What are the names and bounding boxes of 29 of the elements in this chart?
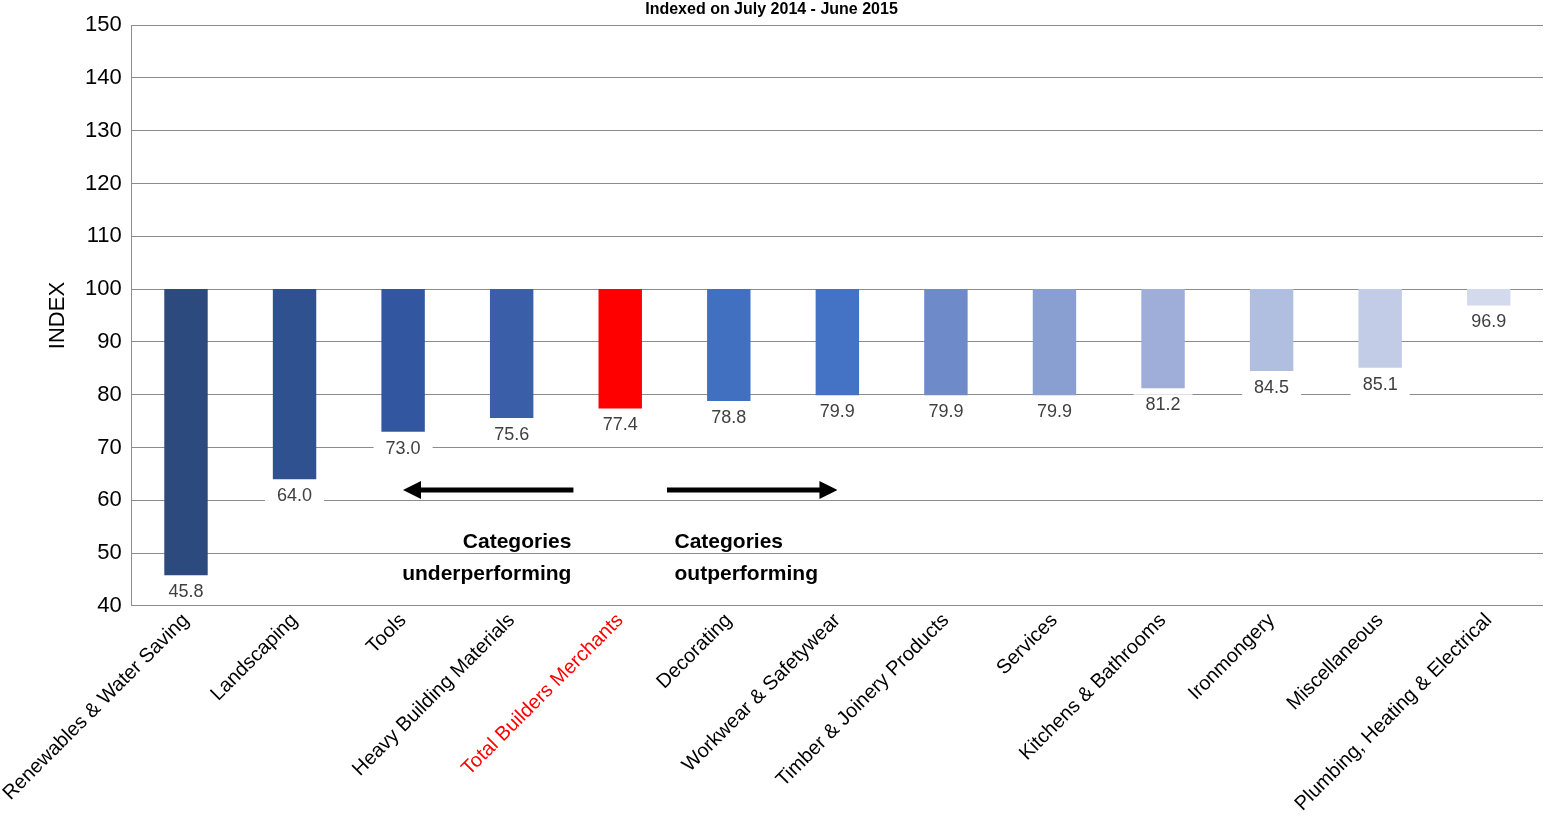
data-label: 96.9 (1471, 311, 1507, 332)
y-tick-label: 150 (84, 11, 122, 37)
data-label: 78.8 (711, 406, 747, 427)
y-tick-label: 120 (84, 169, 122, 195)
y-tick-label: 110 (86, 222, 122, 248)
data-label: 85.1 (1362, 373, 1398, 394)
data-label: 73.0 (385, 437, 421, 458)
y-tick-label: 100 (84, 275, 122, 301)
y-tick-label: 130 (84, 116, 122, 142)
data-label: 64.0 (277, 485, 313, 506)
data-label: 77.4 (602, 414, 638, 435)
annotation: Categories outperforming (674, 529, 818, 585)
annotation: Categories underperforming (402, 529, 572, 585)
data-label: 75.6 (494, 423, 530, 444)
data-label: 79.9 (1036, 401, 1072, 422)
y-axis-title: INDEX (43, 281, 69, 350)
y-tick-label: 140 (84, 64, 122, 90)
data-label: 45.8 (168, 581, 204, 602)
data-label: 79.9 (928, 401, 964, 422)
data-label: 81.2 (1145, 394, 1181, 415)
y-tick-label: 80 (97, 380, 122, 406)
y-tick-label: 90 (97, 327, 122, 353)
data-label: 79.9 (819, 401, 855, 422)
y-tick-label: 60 (97, 486, 122, 512)
y-tick-label: 70 (97, 433, 122, 459)
y-tick-label: 50 (97, 539, 122, 565)
data-label: 84.5 (1254, 376, 1290, 397)
y-tick-label: 40 (97, 591, 122, 617)
chart-title: Indexed on July 2014 - June 2015 (645, 0, 898, 18)
